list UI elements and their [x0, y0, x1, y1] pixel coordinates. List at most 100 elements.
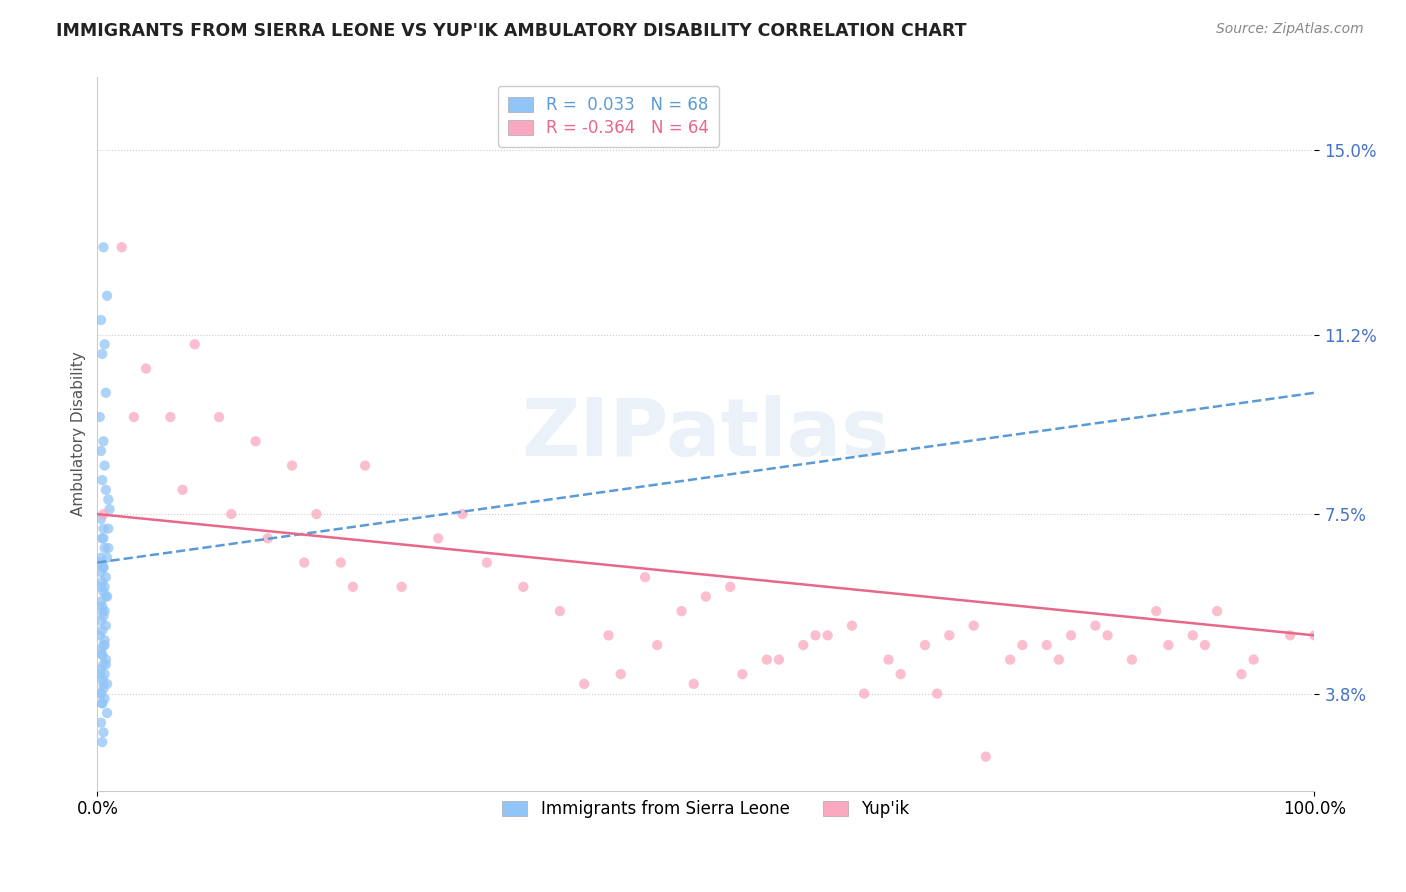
- Point: [853, 687, 876, 701]
- Point: [96, 706, 118, 720]
- Point: [91, 696, 114, 710]
- Point: [1303, 628, 1326, 642]
- Point: [841, 618, 863, 632]
- Point: [111, 240, 134, 254]
- Point: [718, 580, 741, 594]
- Point: [1047, 652, 1070, 666]
- Point: [1084, 618, 1107, 632]
- Point: [89, 410, 111, 425]
- Point: [93, 337, 115, 351]
- Point: [135, 361, 157, 376]
- Point: [93, 677, 115, 691]
- Point: [695, 590, 717, 604]
- Point: [91, 599, 114, 614]
- Point: [598, 628, 620, 642]
- Point: [93, 580, 115, 594]
- Point: [93, 638, 115, 652]
- Point: [731, 667, 754, 681]
- Point: [755, 652, 778, 666]
- Point: [1121, 652, 1143, 666]
- Point: [91, 648, 114, 662]
- Point: [1230, 667, 1253, 681]
- Point: [354, 458, 377, 473]
- Point: [94, 590, 117, 604]
- Point: [305, 507, 328, 521]
- Point: [292, 556, 315, 570]
- Point: [96, 550, 118, 565]
- Point: [159, 410, 181, 425]
- Point: [90, 643, 112, 657]
- Point: [877, 652, 900, 666]
- Point: [1035, 638, 1057, 652]
- Point: [256, 532, 278, 546]
- Point: [1097, 628, 1119, 642]
- Point: [89, 556, 111, 570]
- Point: [245, 434, 267, 449]
- Point: [90, 594, 112, 608]
- Point: [96, 289, 118, 303]
- Point: [93, 609, 115, 624]
- Point: [938, 628, 960, 642]
- Point: [98, 502, 121, 516]
- Point: [90, 715, 112, 730]
- Point: [90, 444, 112, 458]
- Point: [91, 574, 114, 589]
- Point: [792, 638, 814, 652]
- Point: [91, 604, 114, 618]
- Legend: Immigrants from Sierra Leone, Yup'ik: Immigrants from Sierra Leone, Yup'ik: [496, 794, 917, 825]
- Point: [93, 691, 115, 706]
- Point: [93, 638, 115, 652]
- Point: [1243, 652, 1265, 666]
- Point: [974, 749, 997, 764]
- Point: [94, 657, 117, 672]
- Point: [914, 638, 936, 652]
- Point: [90, 614, 112, 628]
- Point: [93, 507, 115, 521]
- Point: [574, 677, 596, 691]
- Point: [451, 507, 474, 521]
- Point: [1279, 628, 1302, 642]
- Point: [548, 604, 571, 618]
- Point: [329, 556, 352, 570]
- Point: [97, 541, 120, 555]
- Point: [93, 434, 115, 449]
- Point: [90, 687, 112, 701]
- Text: IMMIGRANTS FROM SIERRA LEONE VS YUP'IK AMBULATORY DISABILITY CORRELATION CHART: IMMIGRANTS FROM SIERRA LEONE VS YUP'IK A…: [56, 22, 967, 40]
- Point: [90, 550, 112, 565]
- Point: [93, 657, 115, 672]
- Point: [342, 580, 364, 594]
- Point: [94, 483, 117, 497]
- Point: [1060, 628, 1083, 642]
- Point: [998, 652, 1021, 666]
- Point: [609, 667, 631, 681]
- Point: [90, 687, 112, 701]
- Text: Source: ZipAtlas.com: Source: ZipAtlas.com: [1216, 22, 1364, 37]
- Point: [645, 638, 668, 652]
- Text: ZIPatlas: ZIPatlas: [522, 395, 890, 473]
- Point: [91, 672, 114, 686]
- Point: [281, 458, 304, 473]
- Point: [183, 337, 205, 351]
- Point: [91, 473, 114, 487]
- Point: [93, 532, 115, 546]
- Point: [89, 628, 111, 642]
- Point: [122, 410, 145, 425]
- Point: [93, 458, 115, 473]
- Point: [512, 580, 534, 594]
- Point: [91, 532, 114, 546]
- Point: [90, 580, 112, 594]
- Point: [93, 604, 115, 618]
- Point: [94, 652, 117, 666]
- Point: [90, 662, 112, 676]
- Point: [208, 410, 231, 425]
- Point: [94, 570, 117, 584]
- Point: [91, 735, 114, 749]
- Point: [1144, 604, 1167, 618]
- Point: [91, 696, 114, 710]
- Point: [634, 570, 657, 584]
- Point: [93, 584, 115, 599]
- Point: [768, 652, 790, 666]
- Point: [671, 604, 693, 618]
- Point: [682, 677, 704, 691]
- Point: [475, 556, 498, 570]
